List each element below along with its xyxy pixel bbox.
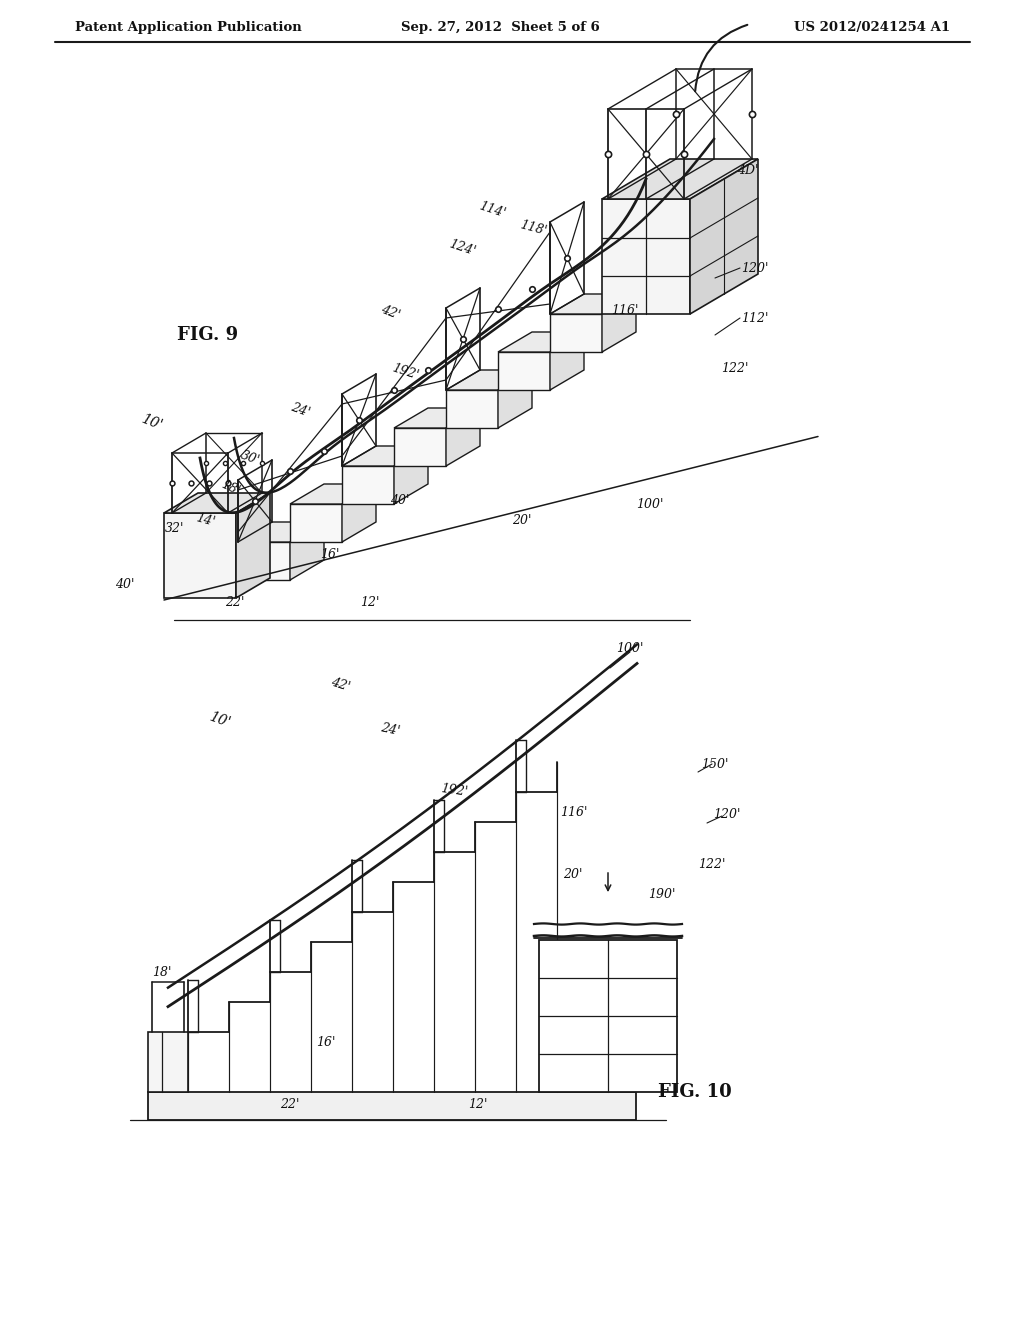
Text: 14': 14': [194, 511, 216, 529]
Polygon shape: [290, 484, 376, 504]
Text: Patent Application Publication: Patent Application Publication: [75, 21, 302, 33]
Polygon shape: [238, 521, 324, 543]
Text: 192': 192': [390, 362, 420, 383]
Polygon shape: [539, 940, 677, 1092]
Polygon shape: [394, 428, 446, 466]
Text: 120': 120': [714, 808, 740, 821]
Text: 124': 124': [446, 238, 477, 259]
Text: 12': 12': [468, 1098, 487, 1111]
Text: 10': 10': [208, 710, 232, 730]
Text: 190': 190': [648, 888, 676, 902]
Polygon shape: [550, 333, 584, 389]
Polygon shape: [550, 314, 602, 352]
Text: 20': 20': [512, 513, 531, 527]
Polygon shape: [342, 466, 394, 504]
Polygon shape: [394, 408, 480, 428]
Text: 100': 100': [636, 499, 664, 511]
Text: 42': 42': [329, 676, 351, 694]
Polygon shape: [236, 492, 270, 598]
Polygon shape: [148, 1032, 188, 1092]
Text: 10': 10': [139, 412, 165, 433]
Polygon shape: [238, 543, 290, 579]
Polygon shape: [446, 408, 480, 466]
Polygon shape: [342, 484, 376, 543]
Text: 100': 100': [616, 642, 644, 655]
Text: 16': 16': [316, 1035, 336, 1048]
Polygon shape: [446, 370, 532, 389]
Text: FIG. 10: FIG. 10: [658, 1082, 732, 1101]
Text: US 2012/0241254 A1: US 2012/0241254 A1: [794, 21, 950, 33]
Text: 16': 16': [321, 549, 340, 561]
Polygon shape: [498, 333, 584, 352]
Polygon shape: [690, 158, 758, 314]
Text: 120': 120': [741, 261, 769, 275]
Text: 30': 30': [239, 449, 261, 467]
Text: 20': 20': [563, 869, 583, 882]
Text: 22': 22': [281, 1098, 300, 1111]
Text: 118': 118': [518, 218, 548, 238]
Text: FIG. 9: FIG. 9: [177, 326, 239, 345]
Polygon shape: [446, 389, 498, 428]
Text: 32': 32': [165, 521, 184, 535]
Text: 22': 22': [225, 595, 245, 609]
Polygon shape: [602, 294, 636, 352]
Polygon shape: [394, 446, 428, 504]
Polygon shape: [498, 370, 532, 428]
Polygon shape: [148, 1092, 636, 1119]
Text: 12': 12': [360, 595, 380, 609]
Polygon shape: [290, 504, 342, 543]
Text: 42': 42': [379, 302, 401, 322]
Polygon shape: [602, 158, 758, 199]
Text: 18': 18': [153, 965, 172, 978]
Polygon shape: [164, 492, 270, 513]
Text: 116': 116': [560, 805, 588, 818]
Text: 40': 40': [390, 494, 410, 507]
Text: Sep. 27, 2012  Sheet 5 of 6: Sep. 27, 2012 Sheet 5 of 6: [400, 21, 599, 33]
Polygon shape: [602, 199, 690, 314]
Text: 4D': 4D': [737, 164, 759, 177]
Text: 116': 116': [611, 304, 639, 317]
Text: 112': 112': [741, 312, 769, 325]
Text: 40': 40': [116, 578, 135, 591]
Polygon shape: [342, 446, 428, 466]
Polygon shape: [164, 513, 236, 598]
Polygon shape: [550, 294, 636, 314]
Polygon shape: [498, 352, 550, 389]
Text: 150': 150': [701, 758, 729, 771]
Text: 24': 24': [379, 722, 400, 738]
Text: 122': 122': [698, 858, 726, 870]
Text: 114': 114': [477, 199, 507, 220]
Text: 24': 24': [289, 400, 311, 420]
Text: 122': 122': [721, 362, 749, 375]
Text: 192': 192': [439, 781, 468, 799]
Text: 18': 18': [218, 478, 242, 498]
Polygon shape: [290, 521, 324, 579]
